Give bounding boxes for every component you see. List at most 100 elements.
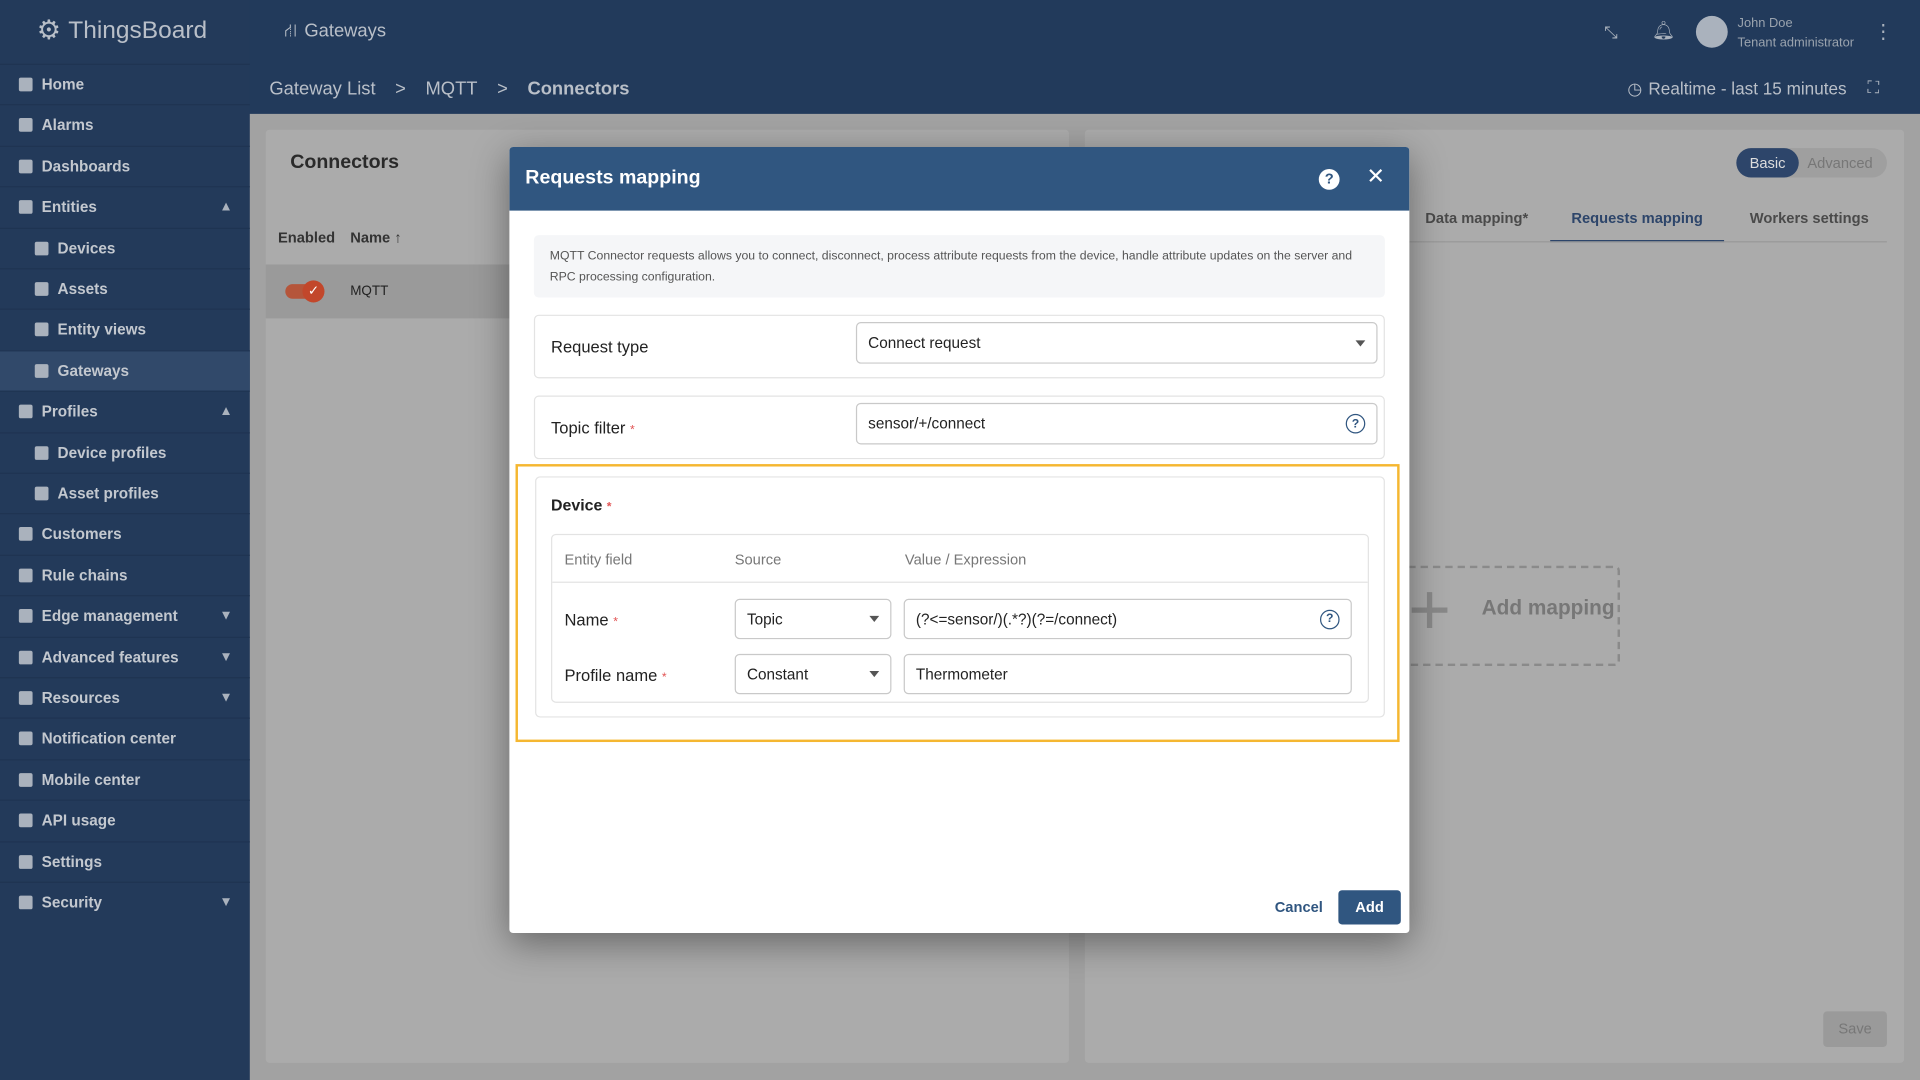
save-button[interactable]: Save	[1823, 1011, 1887, 1047]
sidebar-item-entities[interactable]: Entities ▲	[0, 186, 250, 226]
sidebar-item-notification-center[interactable]: Notification center	[0, 718, 250, 758]
source-select[interactable]: Topic	[734, 598, 892, 640]
dialog-title: Requests mapping	[525, 167, 701, 189]
devices-icon	[34, 241, 49, 255]
notification-center-icon	[18, 731, 33, 746]
col-enabled: Enabled	[277, 228, 336, 247]
device-profiles-icon	[34, 445, 49, 460]
sidebar-item-rule-chains[interactable]: Rule chains	[0, 554, 250, 594]
dropdown-caret-icon	[869, 671, 880, 678]
customers-icon	[18, 527, 33, 542]
table-row: Profile name * Constant Thermometer	[552, 653, 1368, 696]
api-usage-icon	[18, 813, 33, 828]
chevron-up-icon[interactable]: ▲	[219, 404, 233, 420]
sidebar-item-edge-management[interactable]: Edge management ▼	[0, 595, 250, 635]
logo-icon: ⚙	[36, 14, 61, 46]
mode-basic[interactable]: Basic	[1736, 148, 1799, 178]
tab-data-mapping[interactable]: Data mapping*	[1425, 209, 1529, 227]
section-title: ⛙ Gateways	[284, 21, 386, 44]
chevron-up-icon[interactable]: ▲	[219, 199, 233, 215]
gateways-icon	[34, 363, 49, 378]
asset-profiles-icon	[34, 486, 49, 501]
request-type-row: Request type Connect request	[533, 314, 1385, 379]
sidebar-item-gateways[interactable]: Gateways	[0, 349, 250, 391]
chevron-down-icon[interactable]: ▼	[219, 690, 233, 706]
chevron-down-icon[interactable]: ▼	[219, 608, 233, 624]
help-icon[interactable]: ?	[1345, 413, 1366, 434]
sidebar-item-home[interactable]: Home	[0, 63, 250, 104]
device-section: Device * Entity field Source Value / Exp…	[535, 476, 1385, 718]
table-row: Name * Topic (?<=sensor/)(.*?)(?=/connec…	[552, 598, 1368, 641]
mode-advanced[interactable]: Advanced	[1807, 154, 1873, 172]
sidebar-item-mobile-center[interactable]: Mobile center	[0, 758, 250, 799]
col-name[interactable]: Name ↑	[350, 228, 402, 247]
sidebar-item-resources[interactable]: Resources ▼	[0, 677, 250, 717]
add-button[interactable]: Add	[1338, 890, 1401, 925]
topic-filter-input[interactable]: sensor/+/connect?	[855, 402, 1378, 445]
sidebar-item-devices[interactable]: Devices	[0, 227, 250, 267]
dialog-header: Requests mapping	[509, 146, 1410, 211]
mobile-center-icon	[18, 772, 33, 787]
close-icon[interactable]: ✕	[1366, 164, 1386, 189]
sidebar-item-api-usage[interactable]: API usage	[0, 799, 250, 840]
sidebar-item-settings[interactable]: Settings	[0, 840, 250, 881]
chevron-down-icon[interactable]: ▼	[219, 649, 233, 665]
breadcrumb-mqtt[interactable]: MQTT	[425, 78, 478, 100]
sidebar-item-device-profiles[interactable]: Device profiles	[0, 431, 250, 472]
chevron-down-icon[interactable]: ▼	[219, 895, 233, 910]
advanced-features-icon	[18, 650, 33, 664]
assets-icon	[34, 282, 49, 296]
timewindow[interactable]: ◷ Realtime - last 15 minutes	[1627, 78, 1847, 98]
sidebar-item-security[interactable]: Security ▼	[0, 881, 250, 922]
breadcrumb-gateway-list[interactable]: Gateway List	[269, 78, 376, 100]
source-select[interactable]: Constant	[734, 653, 892, 695]
top-bar	[0, 0, 1920, 114]
settings-icon	[18, 854, 33, 869]
requests-mapping-dialog: Requests mapping ? ✕ MQTT Connector requ…	[509, 146, 1410, 934]
sidebar-item-profiles[interactable]: Profiles ▲	[0, 390, 250, 431]
tab-workers-settings[interactable]: Workers settings	[1749, 209, 1869, 227]
sidebar-item-assets[interactable]: Assets	[0, 268, 250, 308]
request-type-select[interactable]: Connect request	[855, 322, 1378, 364]
sidebar-item-alarms[interactable]: Alarms	[0, 104, 250, 145]
sidebar-item-advanced-features[interactable]: Advanced features ▼	[0, 636, 250, 676]
sidebar-item-dashboards[interactable]: Dashboards	[0, 145, 250, 185]
fullscreen-icon[interactable]: ⛶	[1867, 77, 1880, 97]
highlight-box	[515, 464, 1400, 743]
info-text: MQTT Connector requests allows you to co…	[533, 235, 1385, 298]
alarms-icon	[18, 118, 33, 133]
breadcrumb: Gateway List > MQTT > Connectors	[269, 78, 630, 100]
bell-icon[interactable]: 🔔︎	[1651, 20, 1676, 42]
sidebar-item-entity-views[interactable]: Entity views	[0, 309, 250, 349]
cancel-button[interactable]: Cancel	[1274, 898, 1323, 916]
add-mapping-button[interactable]: Add mapping +	[1391, 565, 1621, 667]
entities-icon	[18, 200, 33, 215]
tab-requests-mapping[interactable]: Requests mapping	[1550, 200, 1725, 243]
sidebar-item-asset-profiles[interactable]: Asset profiles	[0, 472, 250, 513]
breadcrumb-connectors: Connectors	[527, 78, 630, 100]
entity-views-icon	[34, 323, 49, 337]
home-icon	[18, 77, 33, 92]
exit-fullscreen-icon[interactable]: ⤡	[1604, 22, 1618, 42]
edge-management-icon	[18, 609, 33, 624]
avatar[interactable]	[1695, 15, 1728, 48]
gateway-icon: ⛙	[284, 20, 297, 42]
rule-chains-icon	[18, 568, 33, 583]
value-input[interactable]: (?<=sensor/)(.*?)(?=/connect)?	[903, 598, 1352, 640]
value-input[interactable]: Thermometer	[903, 653, 1352, 695]
profiles-icon	[18, 404, 33, 419]
resources-icon	[18, 691, 33, 705]
more-menu-icon[interactable]: ⋮	[1873, 22, 1894, 43]
enabled-toggle[interactable]: ✓	[285, 280, 325, 303]
help-icon[interactable]: ?	[1320, 609, 1340, 629]
logo[interactable]: ⚙ ThingsBoard	[36, 14, 208, 46]
help-icon[interactable]: ?	[1318, 168, 1340, 190]
plus-icon: +	[1408, 568, 1452, 651]
user-info[interactable]: John Doe Tenant administrator	[1737, 15, 1855, 51]
sidebar-item-customers[interactable]: Customers	[0, 513, 250, 554]
connectors-title: Connectors	[290, 151, 400, 173]
dropdown-caret-icon	[1355, 339, 1366, 346]
security-icon	[18, 895, 33, 910]
dropdown-caret-icon	[869, 615, 880, 623]
topic-filter-row: Topic filter * sensor/+/connect?	[533, 395, 1385, 460]
